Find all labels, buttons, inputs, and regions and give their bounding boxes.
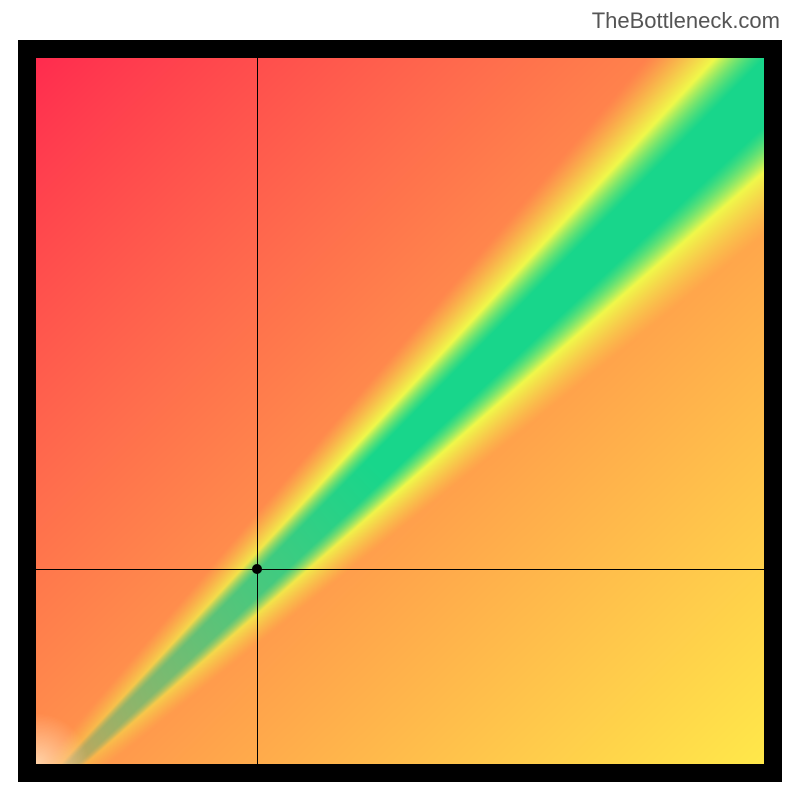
root-container: TheBottleneck.com: [0, 0, 800, 800]
crosshair-horizontal: [36, 569, 764, 570]
watermark-text: TheBottleneck.com: [592, 8, 780, 34]
crosshair-dot: [252, 564, 262, 574]
plot-frame: [18, 40, 782, 782]
heatmap-plot: [36, 58, 764, 764]
heatmap-canvas: [36, 58, 764, 764]
crosshair-vertical: [257, 58, 258, 764]
